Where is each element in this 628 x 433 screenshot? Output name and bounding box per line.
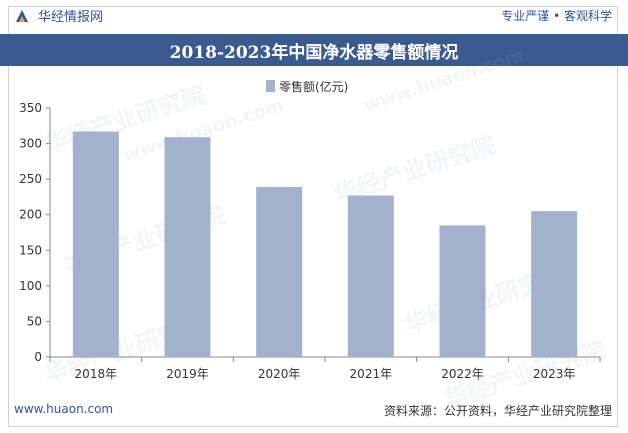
y-tick-label: 0 <box>34 350 42 364</box>
logo[interactable]: 华经情报网 <box>14 6 103 25</box>
chart-frame <box>8 6 618 427</box>
bar <box>439 225 486 357</box>
slogan: 专业严谨 • 客观科学 <box>501 9 612 23</box>
chart: 0 50 100 150 200 250 300 350 2018年 2019年 2020年 2021… <box>19 79 601 381</box>
chart-title: 2018-2023年中国净水器零售额情况 <box>169 42 459 63</box>
footer-source: 资料来源：公开资料，华经产业研究院整理 <box>383 404 612 418</box>
logo-icon <box>16 9 28 22</box>
logo-text: 华经情报网 <box>38 10 104 25</box>
footer-site-link[interactable]: www.huaon.com <box>14 402 114 416</box>
x-tick-label: 2019年 <box>166 367 209 381</box>
y-tick-label: 50 <box>27 314 42 328</box>
bar <box>256 186 303 357</box>
bar <box>531 211 578 357</box>
legend-label: 零售额(亿元) <box>279 79 348 94</box>
x-tick-label: 2020年 <box>258 367 301 381</box>
x-tick-label: 2022年 <box>441 367 484 381</box>
bar <box>347 195 394 357</box>
legend-swatch <box>266 80 275 92</box>
x-tick-label: 2021年 <box>350 367 393 381</box>
x-tick-label: 2023年 <box>533 367 576 381</box>
footer: www.huaon.com 资料来源：公开资料，华经产业研究院整理 <box>0 396 628 424</box>
y-tick-label: 100 <box>19 279 42 293</box>
bar <box>164 137 211 357</box>
x-tick-label: 2018年 <box>75 367 118 381</box>
title-bar: 2018-2023年中国净水器零售额情况 <box>0 34 628 66</box>
y-tick-label: 200 <box>19 208 42 222</box>
y-tick-label: 350 <box>19 101 42 115</box>
y-tick-label: 300 <box>19 137 42 151</box>
y-tick-label: 150 <box>19 243 42 257</box>
bar <box>72 131 119 357</box>
top-bar: 华经情报网 专业严谨 • 客观科学 <box>0 0 628 28</box>
y-tick-label: 250 <box>19 172 42 186</box>
